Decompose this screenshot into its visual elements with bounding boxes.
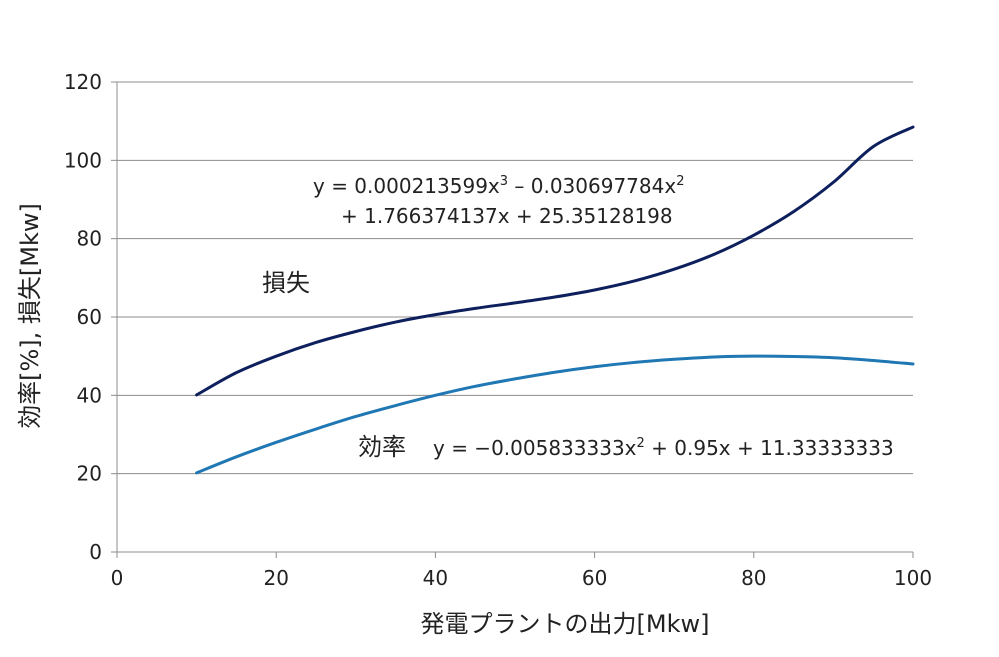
loss-equation-line2: + 1.766374137x + 25.35128198 — [341, 204, 673, 228]
y-axis-title: 効率[%], 損失[Mkw] — [16, 203, 44, 429]
axis-layer: 0 20 40 60 80 100 120 0 20 40 60 80 100 — [64, 70, 932, 590]
loss-equation-line1: y = 0.000213599x3 – 0.030697784x2 — [313, 174, 684, 198]
efficiency-equation: y = −0.005833333x2 + 0.95x + 11.33333333 — [433, 436, 894, 460]
loss-series-label: 損失 — [262, 269, 310, 297]
x-tick-label: 0 — [111, 566, 124, 590]
y-tick-label: 120 — [64, 70, 102, 94]
grid-layer — [117, 81, 913, 475]
efficiency-series-line — [195, 354, 915, 475]
y-tick-label: 0 — [89, 540, 102, 564]
y-tick-label: 100 — [64, 148, 102, 172]
x-tick-label: 80 — [741, 566, 766, 590]
y-tick-label: 20 — [77, 462, 102, 486]
series-layer — [195, 125, 915, 475]
y-tick-label: 40 — [77, 383, 102, 407]
x-tick-label: 20 — [263, 566, 288, 590]
y-tick-label: 80 — [77, 227, 102, 251]
loss-series-line — [195, 125, 915, 397]
x-tick-label: 40 — [423, 566, 448, 590]
y-tick-label: 60 — [77, 305, 102, 329]
x-tick-label: 100 — [894, 566, 932, 590]
x-axis-title: 発電プラントの出力[Mkw] — [421, 610, 710, 638]
x-tick-label: 60 — [582, 566, 607, 590]
efficiency-series-label: 効率 — [358, 433, 406, 461]
